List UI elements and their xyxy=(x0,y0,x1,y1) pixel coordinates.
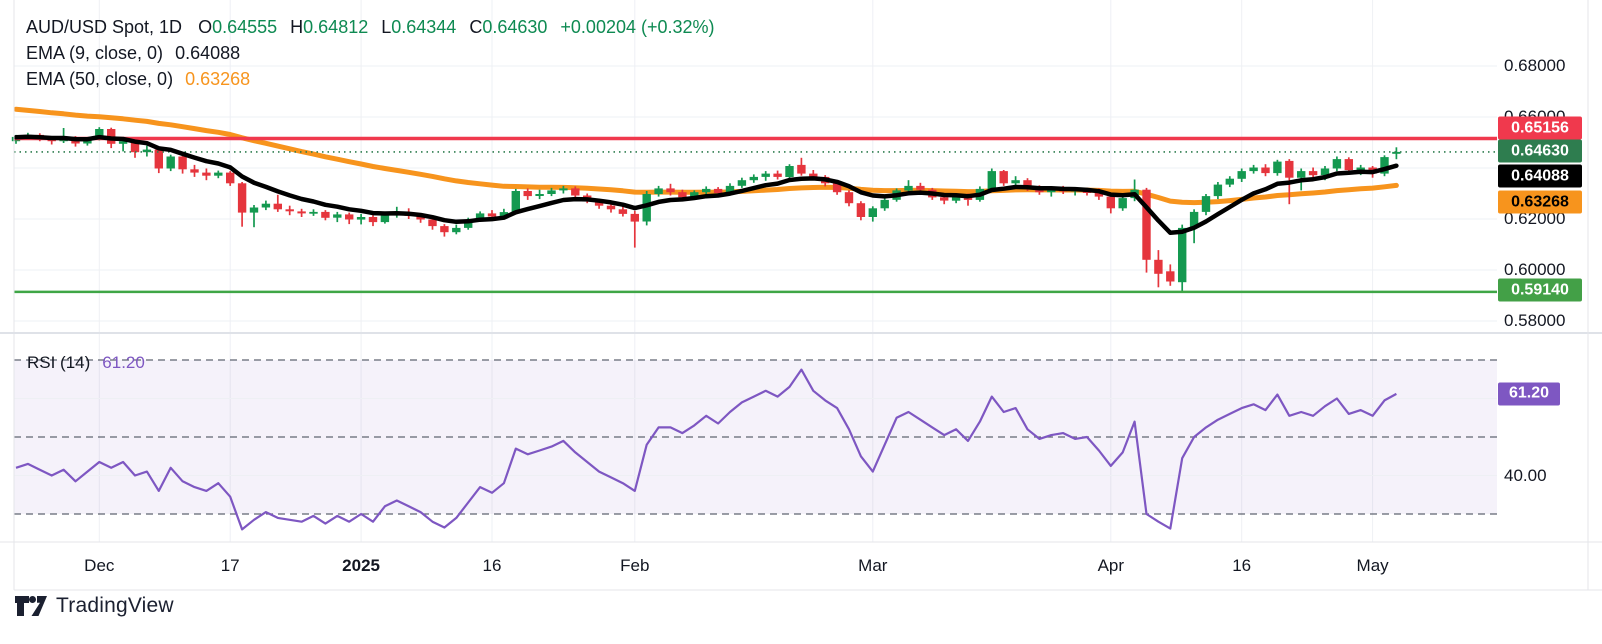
symbol-legend-row[interactable]: AUD/USD Spot, 1D O0.64555 H0.64812 L0.64… xyxy=(26,18,715,36)
price-axis-badge: 0.64088 xyxy=(1498,164,1582,188)
chart-legend: AUD/USD Spot, 1D O0.64555 H0.64812 L0.64… xyxy=(26,18,715,96)
price-axis-label: 0.68000 xyxy=(1504,56,1566,75)
rsi-line[interactable] xyxy=(15,368,1397,531)
price-axis-badge: 0.59140 xyxy=(1498,278,1582,302)
ema9-legend-row[interactable]: EMA (9, close, 0) 0.64088 xyxy=(26,44,715,62)
ohlc-high: H0.64812 xyxy=(290,17,369,37)
ohlc-close: C0.64630 xyxy=(469,17,548,37)
time-axis-label: 16 xyxy=(482,556,502,575)
rsi-axis-label: 40.00 xyxy=(1504,465,1547,485)
tradingview-logo-text: TradingView xyxy=(56,594,174,617)
rsi-pane[interactable] xyxy=(14,334,1497,542)
change-value: +0.00204 (+0.32%) xyxy=(560,17,715,37)
price-axis-label: 0.62000 xyxy=(1504,209,1566,228)
time-axis-label: 2025 xyxy=(342,556,381,575)
rsi-label: RSI (14) xyxy=(27,353,91,372)
time-axis-label: Feb xyxy=(620,556,650,575)
ema50-value: 0.63268 xyxy=(185,69,251,89)
tradingview-logo-icon xyxy=(15,596,47,616)
time-axis-label: Dec xyxy=(84,556,115,575)
ohlc-low: L0.64344 xyxy=(381,17,457,37)
rsi-value: 61.20 xyxy=(102,353,145,372)
ema9-line[interactable] xyxy=(13,134,1399,236)
symbol-title: AUD/USD Spot, 1D xyxy=(26,17,183,37)
ema9-label: EMA (9, close, 0) xyxy=(26,43,164,63)
time-axis[interactable] xyxy=(14,543,1588,589)
time-axis-label: 16 xyxy=(1232,556,1252,575)
price-axis-badge: 0.65156 xyxy=(1498,116,1582,140)
time-axis-label: 17 xyxy=(220,556,240,575)
price-axis-label: 0.58000 xyxy=(1504,311,1566,330)
ohlc-open: O0.64555 xyxy=(198,17,278,37)
price-axis-badge: 0.64630 xyxy=(1498,139,1582,163)
rsi-band xyxy=(14,360,1497,514)
time-axis-label: Apr xyxy=(1097,556,1125,575)
ema50-label: EMA (50, close, 0) xyxy=(26,69,174,89)
ema50-legend-row[interactable]: EMA (50, close, 0) 0.63268 xyxy=(26,70,715,88)
rsi-legend-row[interactable]: RSI (14) 61.20 xyxy=(27,353,145,373)
time-axis-label: May xyxy=(1356,556,1389,575)
ema9-value: 0.64088 xyxy=(175,43,241,63)
rsi-axis-badge: 61.20 xyxy=(1498,382,1560,406)
price-axis-label: 0.60000 xyxy=(1504,260,1566,279)
tradingview-attribution[interactable]: TradingView xyxy=(15,594,174,618)
time-axis-label: Mar xyxy=(858,556,888,575)
price-axis-badge: 0.63268 xyxy=(1498,190,1582,214)
